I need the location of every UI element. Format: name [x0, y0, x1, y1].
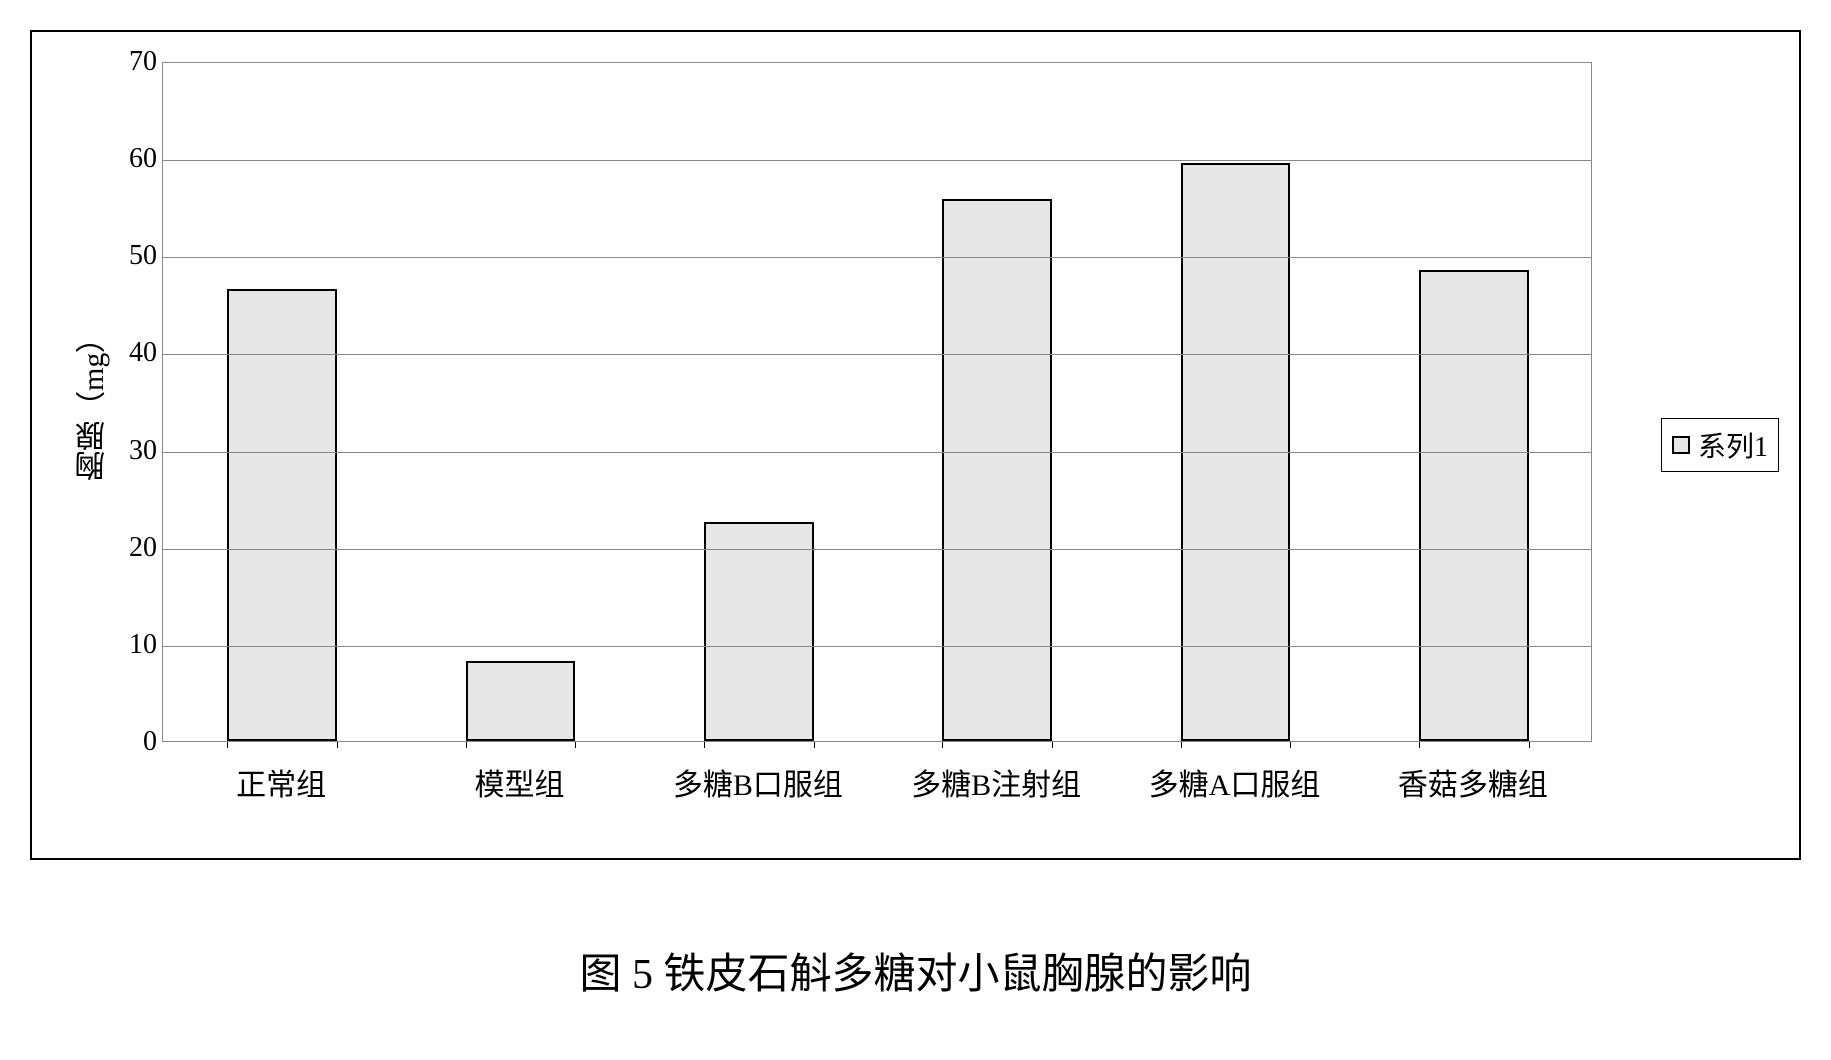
- x-tick: [337, 742, 338, 748]
- x-tick-label: 正常组: [236, 760, 326, 804]
- x-tick: [1290, 742, 1291, 748]
- x-tick: [704, 742, 705, 748]
- bar: [704, 522, 814, 741]
- x-tick: [814, 742, 815, 748]
- x-tick-label: 模型组: [475, 760, 565, 804]
- x-tick: [575, 742, 576, 748]
- bar: [466, 661, 576, 741]
- x-tick-label: 多糖B注射组: [911, 760, 1081, 804]
- x-tick: [1529, 742, 1530, 748]
- y-tick-label: 30: [117, 435, 157, 467]
- chart-outer-frame: 胸腺（mg） 系列1 0 10 20 30 40 50 60 70 正常组 模型组 多糖B口服组 多糖…: [30, 30, 1801, 860]
- y-tick-label: 0: [117, 726, 157, 758]
- gridline: [163, 160, 1591, 161]
- x-tick-label: 多糖B口服组: [673, 760, 843, 804]
- bar: [942, 199, 1052, 741]
- gridline: [163, 257, 1591, 258]
- x-tick: [1052, 742, 1053, 748]
- x-tick: [1181, 742, 1182, 748]
- y-tick-label: 40: [117, 337, 157, 369]
- x-tick: [942, 742, 943, 748]
- gridline: [163, 354, 1591, 355]
- legend-swatch-icon: [1672, 436, 1690, 454]
- y-tick-label: 20: [117, 532, 157, 564]
- legend: 系列1: [1661, 418, 1779, 472]
- y-tick-label: 70: [117, 46, 157, 78]
- gridline: [163, 452, 1591, 453]
- x-tick-label: 香菇多糖组: [1398, 760, 1548, 804]
- bar: [1419, 270, 1529, 741]
- x-tick: [466, 742, 467, 748]
- x-tick: [227, 742, 228, 748]
- y-tick-label: 50: [117, 240, 157, 272]
- bar: [227, 289, 337, 741]
- bars-layer: [163, 63, 1591, 741]
- legend-label: 系列1: [1698, 425, 1768, 465]
- plot-area: [162, 62, 1592, 742]
- x-tick-label: 多糖A口服组: [1149, 760, 1321, 804]
- x-tick: [1419, 742, 1420, 748]
- figure-caption: 图 5 铁皮石斛多糖对小鼠胸腺的影响: [0, 940, 1831, 1001]
- gridline: [163, 646, 1591, 647]
- gridline: [163, 549, 1591, 550]
- page-root: 胸腺（mg） 系列1 0 10 20 30 40 50 60 70 正常组 模型组 多糖B口服组 多糖…: [0, 0, 1831, 1060]
- y-tick-label: 10: [117, 629, 157, 661]
- y-tick-label: 60: [117, 143, 157, 175]
- y-axis-title: 胸腺（mg）: [72, 62, 116, 742]
